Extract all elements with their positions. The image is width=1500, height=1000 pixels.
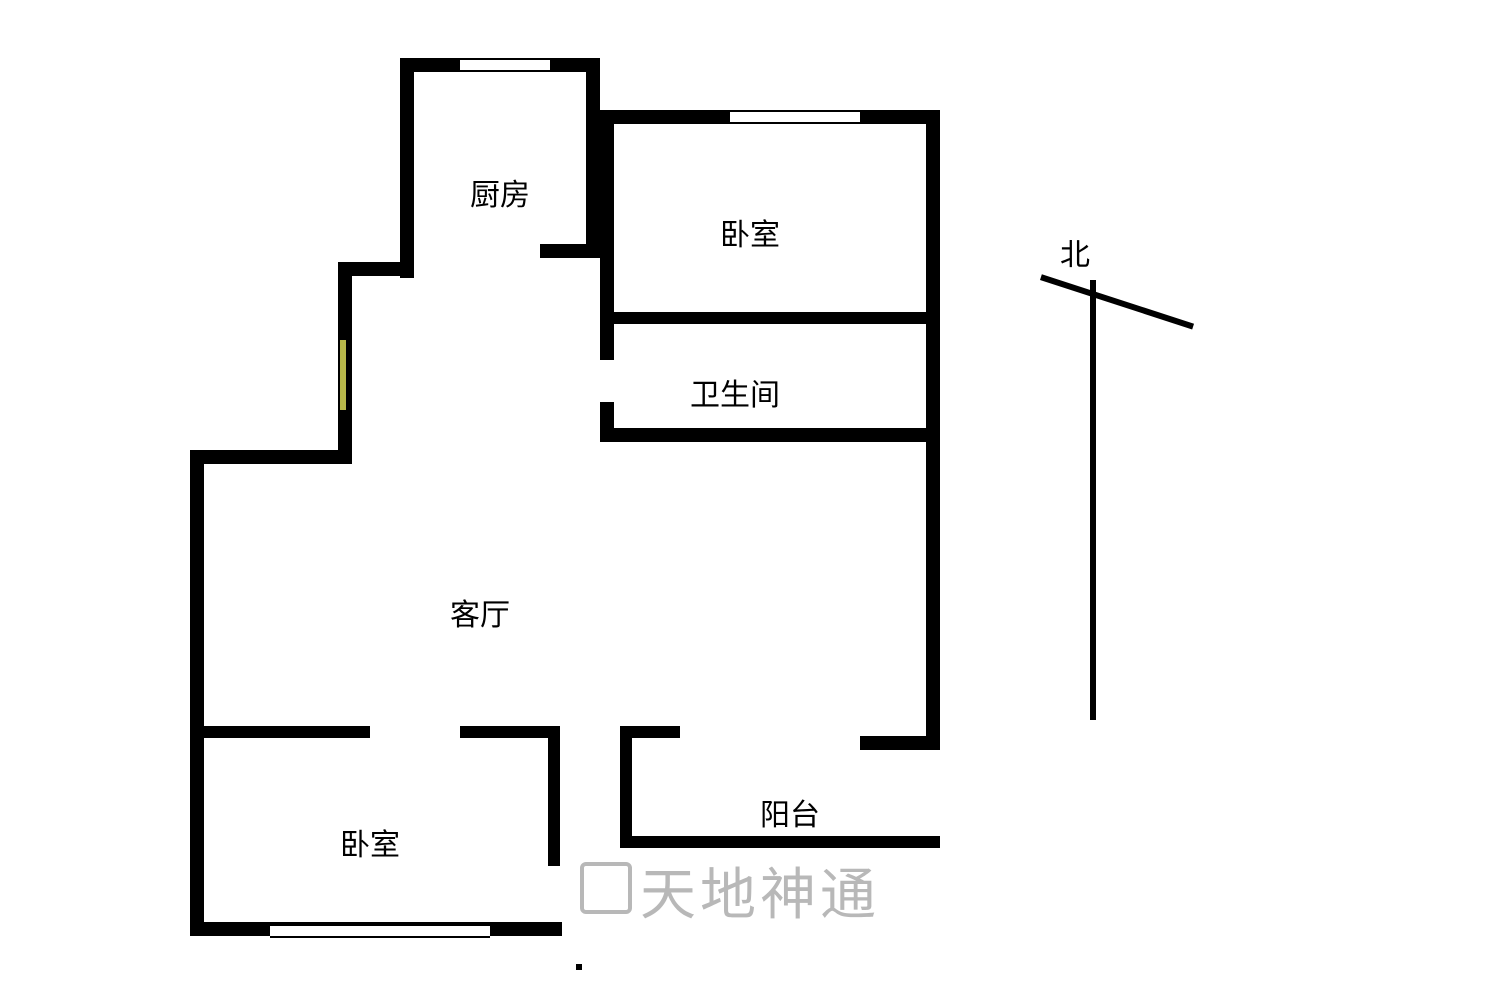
wall-balcony-left xyxy=(620,726,632,846)
compass-label: 北 xyxy=(1060,230,1090,274)
wall-kitchen-bot-stub-r xyxy=(540,244,600,258)
watermark-icon xyxy=(580,862,632,914)
label-balcony: 阳台 xyxy=(760,790,820,834)
wall-bath-bottom xyxy=(600,428,940,442)
wall-corridor-top xyxy=(338,262,414,276)
wall-bath-left-lower xyxy=(600,402,614,440)
label-kitchen: 厨房 xyxy=(470,170,530,214)
wall-sw-right xyxy=(548,726,560,866)
wall-dot-bottom xyxy=(576,964,582,970)
label-bedroom-sw: 卧室 xyxy=(340,820,400,864)
wall-balcony-bottom xyxy=(620,836,940,848)
wall-sw-top-r xyxy=(460,726,560,738)
watermark-text: 天地神通 xyxy=(640,850,880,931)
label-living: 客厅 xyxy=(450,590,510,634)
wall-kitchen-left xyxy=(400,58,414,278)
window-sw xyxy=(270,924,490,938)
wall-kitchen-right xyxy=(586,58,600,256)
wall-ne-left-stub xyxy=(600,324,614,360)
wall-living-top-w xyxy=(190,450,352,464)
label-bathroom: 卫生间 xyxy=(690,370,780,414)
wall-balcony-top-l xyxy=(620,726,680,738)
compass-shaft xyxy=(1090,280,1096,720)
door-corridor xyxy=(340,340,346,410)
window-kitchen xyxy=(460,58,550,72)
floorplan-stage: 厨房 卧室 卫生间 客厅 卧室 阳台 北 天地神通 xyxy=(0,0,1500,1000)
window-ne xyxy=(730,110,860,124)
wall-ne-bottom xyxy=(600,312,940,324)
wall-living-left xyxy=(190,450,204,936)
wall-balcony-top-r xyxy=(860,736,940,750)
compass-head xyxy=(1040,274,1194,329)
wall-sw-top-l xyxy=(190,726,370,738)
label-bedroom-ne: 卧室 xyxy=(720,210,780,254)
